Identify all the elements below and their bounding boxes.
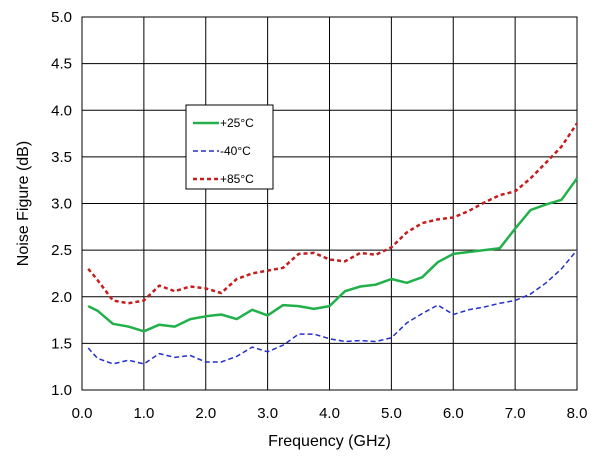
series-line xyxy=(87,177,579,333)
y-tick-label: 4.0 xyxy=(51,102,72,119)
y-tick-label: 5.0 xyxy=(51,9,72,26)
legend-box xyxy=(185,104,274,190)
x-tick-label: 1.0 xyxy=(133,405,154,422)
y-tick-label: 2.0 xyxy=(51,289,72,306)
x-tick-label: 7.0 xyxy=(505,405,526,422)
y-tick-label: 4.5 xyxy=(51,56,72,73)
x-tick-label: 6.0 xyxy=(443,405,464,422)
tick-labels: 0.0 1.0 2.0 3.0 4.0 5.0 6.0 7.0 8.01.01.52.02.53… xyxy=(51,9,587,422)
y-tick-label: 1.0 xyxy=(51,382,72,399)
y-tick-label: 1.5 xyxy=(51,335,72,352)
x-tick-label: 4.0 xyxy=(319,405,340,422)
y-tick-label: 3.5 xyxy=(51,149,72,166)
plot-area-border xyxy=(81,16,578,391)
series-line xyxy=(87,249,578,365)
x-tick-label: 0.0 xyxy=(72,405,93,422)
x-tick-label: 3.0 xyxy=(257,405,278,422)
x-tick-label: 2.0 xyxy=(195,405,216,422)
legend-label: +85°C xyxy=(220,172,254,186)
series-line xyxy=(87,122,579,305)
y-axis-title: Noise Figure (dB) xyxy=(15,141,32,266)
y-tick-label: 3.0 xyxy=(51,196,72,213)
x-tick-label: 8.0 xyxy=(567,405,588,422)
legend: +25°C -40°C +85°C xyxy=(185,104,274,190)
legend-label: +25°C xyxy=(220,116,254,130)
legend-label: -40°C xyxy=(220,144,251,158)
x-axis-title: Frequency (GHz) xyxy=(268,433,391,450)
series-lines xyxy=(87,122,579,365)
x-tick-label: 5.0 xyxy=(381,405,402,422)
grid xyxy=(81,16,578,391)
y-tick-label: 2.5 xyxy=(51,242,72,259)
